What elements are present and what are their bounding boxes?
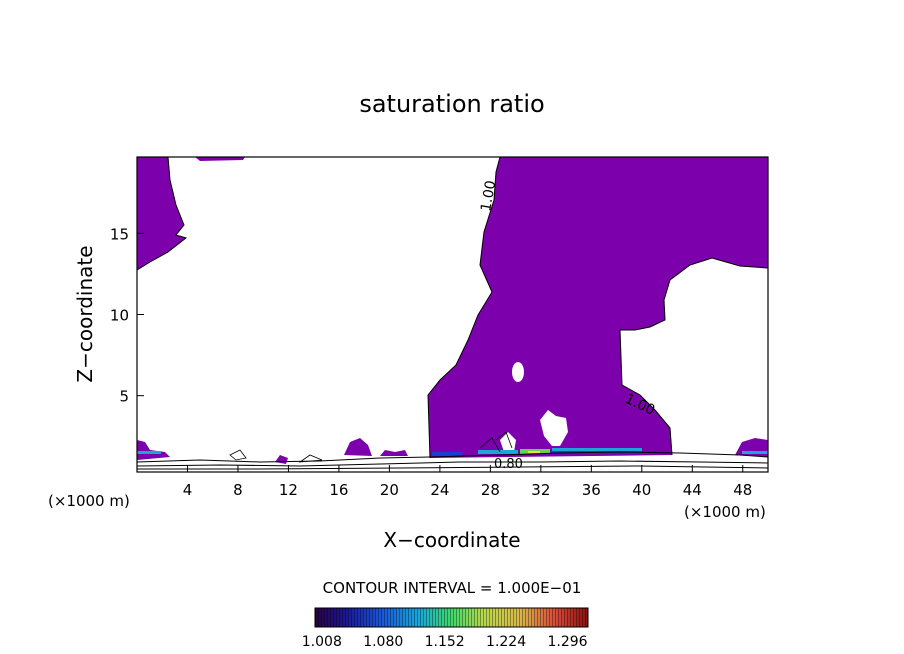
cloud-band-right-cyan <box>742 451 768 454</box>
contour-line-surface-3 <box>137 465 768 470</box>
cloud-hole-1 <box>512 362 524 382</box>
x-tick-label: 32 <box>531 481 550 499</box>
contour-line-upper-left <box>137 157 188 271</box>
cloud-hole-2 <box>540 410 568 446</box>
contour-line-main-edge-right <box>619 257 768 456</box>
cloud-band-left-cyan <box>137 451 161 454</box>
colorbar-tick-label: 1.224 <box>486 634 526 650</box>
cloud-base-band-cyan-1 <box>478 450 518 454</box>
x-axis-units-right: (×1000 m) <box>684 503 766 521</box>
contour-interval-label: CONTOUR INTERVAL = 1.000E−01 <box>323 579 582 597</box>
x-tick-label: 20 <box>380 481 399 499</box>
colorbar-ticks: 1.008 1.080 1.152 1.224 1.296 <box>302 634 588 650</box>
colorbar-tick-label: 1.008 <box>302 634 342 650</box>
cloud-blob-21 <box>380 450 408 456</box>
cloud-base-band-cyan-2 <box>552 448 642 451</box>
x-axis-units-left: (×1000 m) <box>48 492 130 510</box>
contour-label-base: 0.80 <box>494 457 523 472</box>
colorbar-tick-label: 1.296 <box>547 634 587 650</box>
x-tick-label: 40 <box>632 481 651 499</box>
x-tick-label: 48 <box>733 481 752 499</box>
x-tick-label: 44 <box>683 481 702 499</box>
contour-line-main-edge <box>427 157 501 459</box>
colorbar-tick-label: 1.152 <box>425 634 465 650</box>
contour-line-surface-1 <box>137 451 768 463</box>
x-tick-label: 36 <box>582 481 601 499</box>
contour-line-surface-4 <box>229 431 513 463</box>
x-tick-label: 24 <box>430 481 449 499</box>
y-axis-title: Z−coordinate <box>73 245 97 382</box>
contour-label-top: 1.00 <box>478 179 499 212</box>
x-tick-label: 12 <box>279 481 298 499</box>
cloud-region-main <box>428 157 768 458</box>
cloud-region-top-strip <box>195 157 245 161</box>
cloud-blob-12 <box>275 455 288 464</box>
y-tick-label: 15 <box>110 225 129 243</box>
x-tick-label: 4 <box>183 481 193 499</box>
x-tick-label: 16 <box>329 481 348 499</box>
y-tick-label: 5 <box>119 388 129 406</box>
cloud-base-band-blue <box>432 452 462 456</box>
cloud-blob-18 <box>344 438 372 456</box>
y-tick-label: 10 <box>110 307 129 325</box>
x-axis-ticks: 4 8 12 16 20 24 28 32 36 40 44 48 <box>183 465 752 499</box>
x-tick-label: 28 <box>481 481 500 499</box>
cloud-region-upper-left <box>137 157 186 270</box>
cloud-band-left <box>137 440 170 460</box>
contour-fill-layer <box>137 157 768 470</box>
contour-line-surface-2 <box>137 460 768 467</box>
y-axis-ticks: 5 10 15 <box>110 225 144 406</box>
x-axis-title: X−coordinate <box>383 528 520 552</box>
colorbar-tick-label: 1.080 <box>363 634 403 650</box>
cloud-base-band-yellow <box>528 451 540 453</box>
chart-title: saturation ratio <box>359 90 544 118</box>
cloud-blob-right-edge <box>735 438 768 457</box>
colorbar-stripes <box>315 608 588 627</box>
x-tick-label: 8 <box>233 481 243 499</box>
